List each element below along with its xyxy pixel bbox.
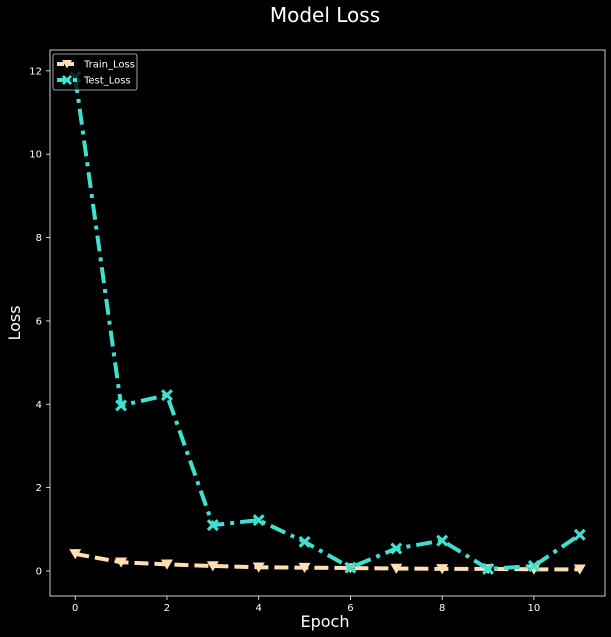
- x-tick-label: 2: [164, 603, 170, 614]
- axes: 0 2 4 6 8 10 0 2 4 6 8 10 12: [29, 66, 540, 614]
- y-tick-label: 2: [36, 483, 42, 494]
- series-point: [160, 389, 173, 402]
- series-point: [573, 564, 586, 575]
- series-layer: [69, 71, 586, 575]
- x-tick-label: 10: [528, 603, 541, 614]
- series-point: [206, 561, 219, 572]
- x-tick-label: 4: [256, 603, 262, 614]
- y-tick-label: 4: [36, 400, 42, 411]
- series-point: [573, 528, 586, 541]
- series-point: [390, 563, 403, 574]
- series-point: [344, 561, 357, 574]
- x-tick-label: 6: [347, 603, 353, 614]
- chart-title: Model Loss: [270, 3, 380, 27]
- series-point: [206, 519, 219, 532]
- series-point: [62, 75, 72, 85]
- series-point: [298, 535, 311, 548]
- y-tick-label: 6: [36, 316, 42, 327]
- x-axis-title: Epoch: [301, 612, 350, 631]
- series-test-loss: [69, 71, 586, 575]
- series-point: [436, 564, 449, 575]
- series-point: [62, 60, 72, 69]
- series-point: [160, 559, 173, 570]
- series-point: [482, 562, 495, 575]
- series-train-loss: [69, 549, 586, 575]
- series-line: [73, 76, 581, 571]
- plot-area-frame: [49, 49, 606, 597]
- x-tick-label: 8: [439, 603, 445, 614]
- series-point: [252, 562, 265, 573]
- series-point: [436, 534, 449, 547]
- y-tick-label: 12: [29, 66, 42, 77]
- series-point: [69, 549, 82, 560]
- y-tick-label: 0: [36, 566, 42, 577]
- legend-label: Train_Loss: [83, 60, 135, 71]
- series-point: [527, 559, 540, 572]
- legend: Train_Loss Test_Loss: [52, 53, 138, 91]
- series-point: [298, 562, 311, 574]
- series-point: [115, 399, 128, 412]
- legend-item: Test_Loss: [57, 75, 131, 87]
- legend-item: Train_Loss: [57, 60, 135, 71]
- y-tick-label: 10: [29, 150, 42, 161]
- series-point: [115, 557, 128, 568]
- y-axis-title: Loss: [5, 305, 24, 340]
- series-point: [390, 542, 403, 555]
- y-tick-label: 8: [36, 233, 42, 244]
- legend-label: Test_Loss: [83, 76, 131, 87]
- series-point: [252, 514, 265, 527]
- x-tick-label: 0: [72, 603, 78, 614]
